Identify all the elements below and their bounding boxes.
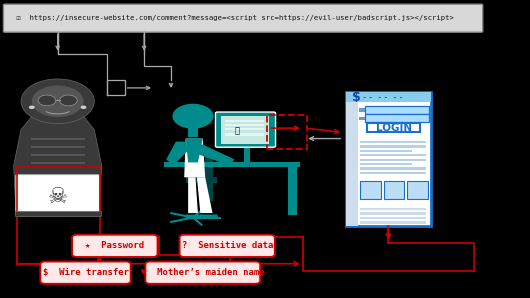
FancyBboxPatch shape: [360, 145, 426, 148]
FancyBboxPatch shape: [180, 235, 275, 257]
FancyBboxPatch shape: [360, 212, 426, 215]
FancyBboxPatch shape: [188, 128, 198, 137]
FancyBboxPatch shape: [359, 117, 365, 120]
FancyBboxPatch shape: [360, 154, 426, 156]
Circle shape: [32, 86, 84, 117]
FancyBboxPatch shape: [360, 141, 426, 143]
FancyBboxPatch shape: [31, 138, 84, 140]
Polygon shape: [193, 145, 235, 165]
Polygon shape: [186, 215, 204, 218]
Polygon shape: [186, 139, 203, 162]
Text: - -  - -  - -: - - - - - -: [363, 93, 402, 102]
Polygon shape: [14, 112, 102, 216]
Polygon shape: [184, 139, 205, 177]
FancyBboxPatch shape: [3, 4, 483, 32]
FancyBboxPatch shape: [222, 116, 269, 144]
FancyBboxPatch shape: [232, 163, 261, 167]
FancyBboxPatch shape: [346, 92, 431, 226]
FancyBboxPatch shape: [360, 217, 426, 219]
FancyBboxPatch shape: [164, 162, 301, 167]
FancyBboxPatch shape: [225, 133, 264, 136]
FancyBboxPatch shape: [31, 146, 84, 148]
FancyBboxPatch shape: [346, 92, 431, 102]
Polygon shape: [166, 142, 188, 165]
Text: 🔑: 🔑: [235, 127, 240, 136]
FancyBboxPatch shape: [360, 159, 426, 161]
Text: LOGIN: LOGIN: [376, 122, 412, 133]
FancyBboxPatch shape: [360, 150, 412, 152]
Text: ☑  https://insecure-website.com/comment?message=<script src=https://evil-user/ba: ☑ https://insecure-website.com/comment?m…: [12, 15, 454, 21]
Circle shape: [38, 95, 56, 106]
FancyBboxPatch shape: [205, 149, 213, 201]
FancyBboxPatch shape: [31, 162, 84, 164]
FancyBboxPatch shape: [216, 112, 276, 147]
FancyBboxPatch shape: [360, 181, 381, 199]
Circle shape: [59, 95, 77, 106]
FancyBboxPatch shape: [360, 163, 412, 165]
FancyBboxPatch shape: [365, 106, 429, 114]
FancyBboxPatch shape: [225, 128, 264, 130]
FancyBboxPatch shape: [72, 235, 157, 257]
FancyBboxPatch shape: [360, 172, 426, 174]
FancyBboxPatch shape: [360, 167, 426, 170]
FancyBboxPatch shape: [31, 153, 84, 156]
Polygon shape: [188, 177, 198, 213]
Circle shape: [29, 105, 34, 109]
Text: ♥  Mother’s maiden name: ♥ Mother’s maiden name: [141, 268, 264, 277]
FancyBboxPatch shape: [367, 123, 420, 132]
Polygon shape: [200, 215, 218, 218]
FancyBboxPatch shape: [40, 262, 131, 284]
Text: ?  Sensitive data: ? Sensitive data: [181, 241, 273, 250]
FancyBboxPatch shape: [360, 208, 426, 210]
FancyBboxPatch shape: [384, 181, 404, 199]
Text: $  Wire transfer: $ Wire transfer: [42, 268, 128, 277]
Text: ★  Password: ★ Password: [85, 241, 144, 250]
Polygon shape: [197, 177, 213, 213]
FancyBboxPatch shape: [407, 181, 428, 199]
Circle shape: [21, 79, 94, 124]
FancyBboxPatch shape: [244, 146, 250, 165]
FancyBboxPatch shape: [145, 262, 260, 284]
FancyBboxPatch shape: [15, 211, 101, 216]
FancyBboxPatch shape: [186, 177, 217, 183]
Text: $: $: [351, 91, 360, 104]
Circle shape: [172, 104, 214, 129]
FancyBboxPatch shape: [359, 108, 365, 112]
FancyBboxPatch shape: [225, 124, 264, 126]
FancyBboxPatch shape: [360, 221, 426, 224]
FancyBboxPatch shape: [346, 102, 358, 226]
FancyBboxPatch shape: [288, 167, 297, 215]
Circle shape: [81, 105, 86, 109]
Text: ☠: ☠: [48, 187, 68, 207]
FancyBboxPatch shape: [225, 120, 264, 122]
FancyBboxPatch shape: [365, 114, 429, 122]
FancyBboxPatch shape: [16, 175, 100, 216]
